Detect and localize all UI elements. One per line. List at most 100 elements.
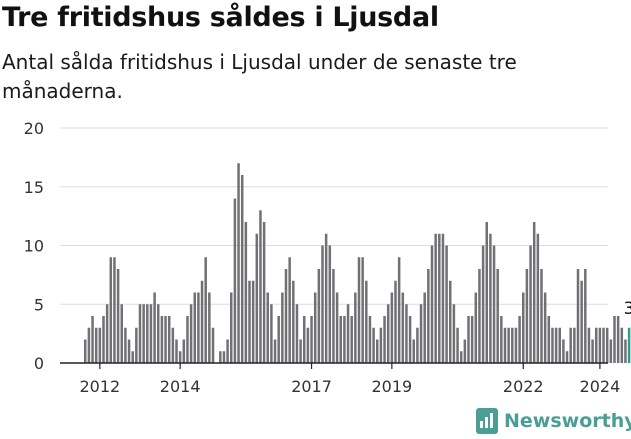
chart-subtitle: Antal sålda fritidshus i Ljusdal under d… <box>2 50 517 103</box>
bar <box>226 339 229 363</box>
bar <box>598 327 602 363</box>
bar <box>445 245 448 363</box>
bar <box>474 292 478 363</box>
bar <box>543 292 547 363</box>
bar <box>390 292 394 363</box>
bar <box>219 351 222 363</box>
bar <box>478 269 481 363</box>
bar <box>343 316 346 363</box>
bar <box>146 304 149 363</box>
bar <box>310 316 313 363</box>
bar <box>500 316 503 363</box>
bar <box>394 280 397 363</box>
bar <box>306 327 310 363</box>
bar <box>109 257 113 363</box>
bar <box>295 304 299 363</box>
bar <box>313 292 317 363</box>
bar <box>376 339 379 363</box>
bar <box>569 327 572 363</box>
bar <box>84 339 87 363</box>
newsworthy-logo-icon <box>476 408 498 434</box>
bar <box>284 269 288 363</box>
bar <box>365 280 368 363</box>
chart-title: Tre fritidshus såldes i Ljusdal <box>2 2 439 33</box>
bar <box>346 304 350 363</box>
bar <box>503 327 507 363</box>
bar <box>240 175 244 363</box>
bar <box>178 351 182 363</box>
bar <box>427 269 430 363</box>
brand-name: Newsworthy <box>504 410 631 432</box>
bar <box>565 351 569 363</box>
bar <box>186 316 189 363</box>
bar <box>200 280 204 363</box>
bar <box>164 316 167 363</box>
bar <box>160 316 164 363</box>
bar <box>244 222 248 363</box>
bar <box>514 327 518 363</box>
bar <box>620 327 624 363</box>
bar <box>317 269 321 363</box>
bar <box>204 257 207 363</box>
bar <box>87 327 91 363</box>
bar <box>463 339 467 363</box>
bar <box>434 233 437 363</box>
x-tick-label: 2014 <box>160 377 201 396</box>
bar <box>481 245 485 363</box>
bar <box>182 339 186 363</box>
bar <box>558 327 561 363</box>
bar <box>127 339 131 363</box>
bar <box>591 339 594 363</box>
bar <box>573 327 576 363</box>
bar <box>554 327 558 363</box>
bar <box>335 292 339 363</box>
last-value-label: 3 <box>624 299 631 319</box>
bar <box>262 222 266 363</box>
bar <box>354 292 357 363</box>
bar <box>408 316 412 363</box>
bar <box>547 316 551 363</box>
bar <box>595 327 598 363</box>
bar <box>233 198 237 363</box>
highlight-bar <box>627 327 631 363</box>
bar <box>113 257 116 363</box>
bar <box>102 316 105 363</box>
x-tick-label: 2024 <box>580 377 621 396</box>
bar <box>511 327 514 363</box>
bar <box>605 327 609 363</box>
bar <box>292 280 295 363</box>
bar <box>251 280 255 363</box>
bar <box>467 316 470 363</box>
bar <box>536 233 540 363</box>
bar <box>522 292 525 363</box>
bar <box>368 316 372 363</box>
bar <box>339 316 342 363</box>
bar <box>507 327 510 363</box>
bar <box>423 292 426 363</box>
bar <box>175 339 178 363</box>
bar <box>419 304 423 363</box>
bar <box>259 210 262 363</box>
bar <box>142 304 145 363</box>
bar <box>459 351 463 363</box>
bar <box>412 339 415 363</box>
bar <box>98 327 102 363</box>
bar <box>452 304 456 363</box>
y-tick-label: 20 <box>24 119 44 138</box>
bar <box>470 316 474 363</box>
bar <box>496 269 499 363</box>
bar <box>273 339 277 363</box>
bar <box>255 233 259 363</box>
bar <box>303 316 306 363</box>
x-tick-label: 2019 <box>371 377 412 396</box>
bar <box>248 280 251 363</box>
bar <box>456 327 459 363</box>
bar <box>149 304 153 363</box>
bar <box>328 245 332 363</box>
bar <box>485 222 488 363</box>
x-tick-label: 2022 <box>503 377 544 396</box>
bar <box>613 316 616 363</box>
bar <box>584 269 587 363</box>
bar <box>167 316 171 363</box>
bar <box>189 304 193 363</box>
